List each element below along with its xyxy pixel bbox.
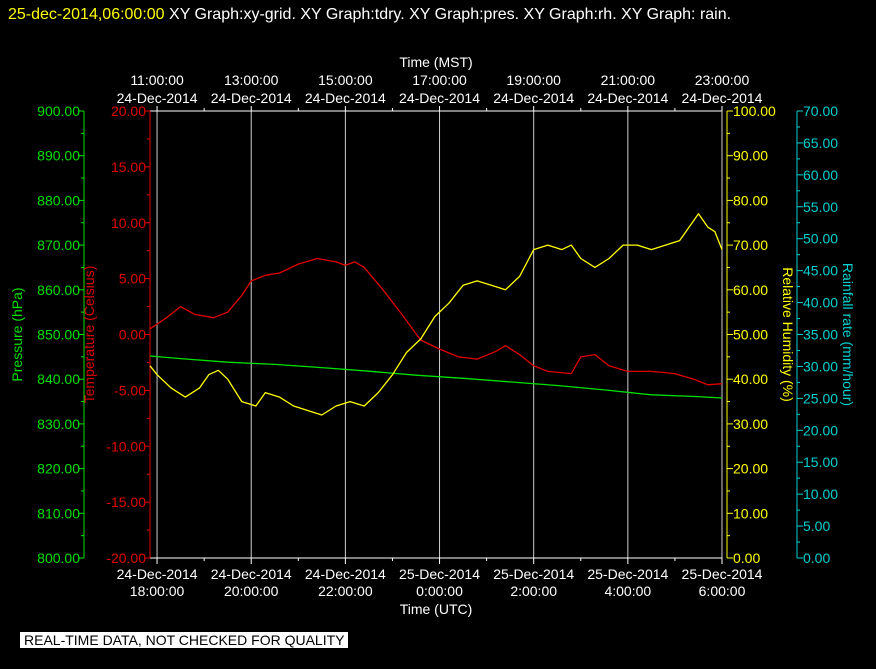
rain-axis-label: Rainfall rate (mm/hour) <box>840 263 856 406</box>
temperature-tick-label: 0.00 <box>119 327 146 343</box>
humidity-tick-label: 100.00 <box>733 103 776 119</box>
temperature-tick-label: -5.00 <box>114 382 146 398</box>
top-axis-label: Time (MST) <box>399 54 472 70</box>
bottom-tick-time: 2:00:00 <box>510 583 557 599</box>
rain-tick-label: 10.00 <box>803 486 838 502</box>
humidity-series-line <box>149 213 723 416</box>
top-tick-date: 24-Dec-2014 <box>399 90 480 106</box>
top-tick-date: 24-Dec-2014 <box>682 90 763 106</box>
top-tick-date: 24-Dec-2014 <box>493 90 574 106</box>
quality-notice: REAL-TIME DATA, NOT CHECKED FOR QUALITY <box>20 632 349 648</box>
temperature-tick-label: 5.00 <box>119 271 146 287</box>
top-tick-time: 13:00:00 <box>224 72 279 88</box>
rain-tick-label: 35.00 <box>803 327 838 343</box>
rain-tick-label: 25.00 <box>803 390 838 406</box>
bottom-tick-date: 25-Dec-2014 <box>493 566 574 582</box>
rain-tick-label: 30.00 <box>803 358 838 374</box>
rain-tick-label: 15.00 <box>803 454 838 470</box>
bottom-tick-date: 24-Dec-2014 <box>117 566 198 582</box>
bottom-tick-date: 25-Dec-2014 <box>399 566 480 582</box>
top-tick-time: 17:00:00 <box>412 72 467 88</box>
rain-tick-label: 5.00 <box>803 518 830 534</box>
bottom-tick-date: 24-Dec-2014 <box>211 566 292 582</box>
humidity-tick-label: 70.00 <box>733 237 768 253</box>
pressure-tick-label: 880.00 <box>37 192 80 208</box>
pressure-tick-label: 900.00 <box>37 103 80 119</box>
humidity-tick-label: 80.00 <box>733 192 768 208</box>
rain-tick-label: 55.00 <box>803 199 838 215</box>
pressure-tick-label: 870.00 <box>37 237 80 253</box>
humidity-tick-label: 10.00 <box>733 505 768 521</box>
humidity-axis-label: Relative Humidity (%) <box>780 267 796 402</box>
bottom-tick-date: 25-Dec-2014 <box>587 566 668 582</box>
temperature-tick-label: -10.00 <box>106 438 146 454</box>
pressure-axis-label: Pressure (hPa) <box>9 287 25 381</box>
rain-tick-label: 60.00 <box>803 167 838 183</box>
bottom-axis-label: Time (UTC) <box>400 601 473 617</box>
temperature-tick-label: 10.00 <box>111 215 146 231</box>
top-tick-time: 19:00:00 <box>506 72 561 88</box>
top-tick-time: 15:00:00 <box>318 72 373 88</box>
top-tick-date: 24-Dec-2014 <box>211 90 292 106</box>
rain-tick-label: 40.00 <box>803 295 838 311</box>
bottom-tick-date: 25-Dec-2014 <box>682 566 763 582</box>
humidity-tick-label: 0.00 <box>733 550 760 566</box>
bottom-tick-date: 24-Dec-2014 <box>305 566 386 582</box>
humidity-tick-label: 90.00 <box>733 148 768 164</box>
temperature-axis-label: Temperature (Celsius) <box>81 266 97 404</box>
pressure-tick-label: 840.00 <box>37 371 80 387</box>
pressure-tick-label: 800.00 <box>37 550 80 566</box>
timestamp: 25-dec-2014,06:00:00 <box>8 6 165 23</box>
temperature-tick-label: -20.00 <box>106 550 146 566</box>
pressure-tick-label: 860.00 <box>37 282 80 298</box>
top-tick-time: 11:00:00 <box>130 72 184 88</box>
rain-tick-label: 70.00 <box>803 103 838 119</box>
pressure-tick-label: 850.00 <box>37 327 80 343</box>
top-tick-time: 23:00:00 <box>695 72 750 88</box>
bottom-tick-time: 18:00:00 <box>130 583 185 599</box>
rain-tick-label: 65.00 <box>803 135 838 151</box>
humidity-tick-label: 40.00 <box>733 371 768 387</box>
humidity-tick-label: 30.00 <box>733 416 768 432</box>
humidity-tick-label: 20.00 <box>733 461 768 477</box>
temperature-tick-label: 15.00 <box>111 159 146 175</box>
pressure-tick-label: 810.00 <box>37 505 80 521</box>
rain-tick-label: 0.00 <box>803 550 830 566</box>
rain-tick-label: 20.00 <box>803 422 838 438</box>
pressure-tick-label: 820.00 <box>37 461 80 477</box>
top-tick-date: 24-Dec-2014 <box>305 90 386 106</box>
chart-title: 25-dec-2014,06:00:00 XY Graph:xy-grid. X… <box>8 2 868 28</box>
pressure-tick-label: 890.00 <box>37 148 80 164</box>
bottom-tick-time: 0:00:00 <box>416 583 463 599</box>
rain-tick-label: 50.00 <box>803 231 838 247</box>
graph-list: XY Graph:xy-grid. XY Graph:tdry. XY Grap… <box>164 6 732 23</box>
rain-tick-label: 45.00 <box>803 263 838 279</box>
top-tick-date: 24-Dec-2014 <box>587 90 668 106</box>
bottom-tick-time: 22:00:00 <box>318 583 373 599</box>
bottom-tick-time: 20:00:00 <box>224 583 279 599</box>
temperature-tick-label: 20.00 <box>111 103 146 119</box>
temperature-series-line <box>149 257 723 386</box>
bottom-tick-time: 4:00:00 <box>604 583 651 599</box>
humidity-tick-label: 50.00 <box>733 327 768 343</box>
humidity-tick-label: 60.00 <box>733 282 768 298</box>
pressure-tick-label: 830.00 <box>37 416 80 432</box>
temperature-tick-label: -15.00 <box>106 494 146 510</box>
top-tick-date: 24-Dec-2014 <box>117 90 198 106</box>
bottom-tick-time: 6:00:00 <box>699 583 746 599</box>
top-tick-time: 21:00:00 <box>601 72 656 88</box>
pressure-series-line <box>149 355 723 399</box>
